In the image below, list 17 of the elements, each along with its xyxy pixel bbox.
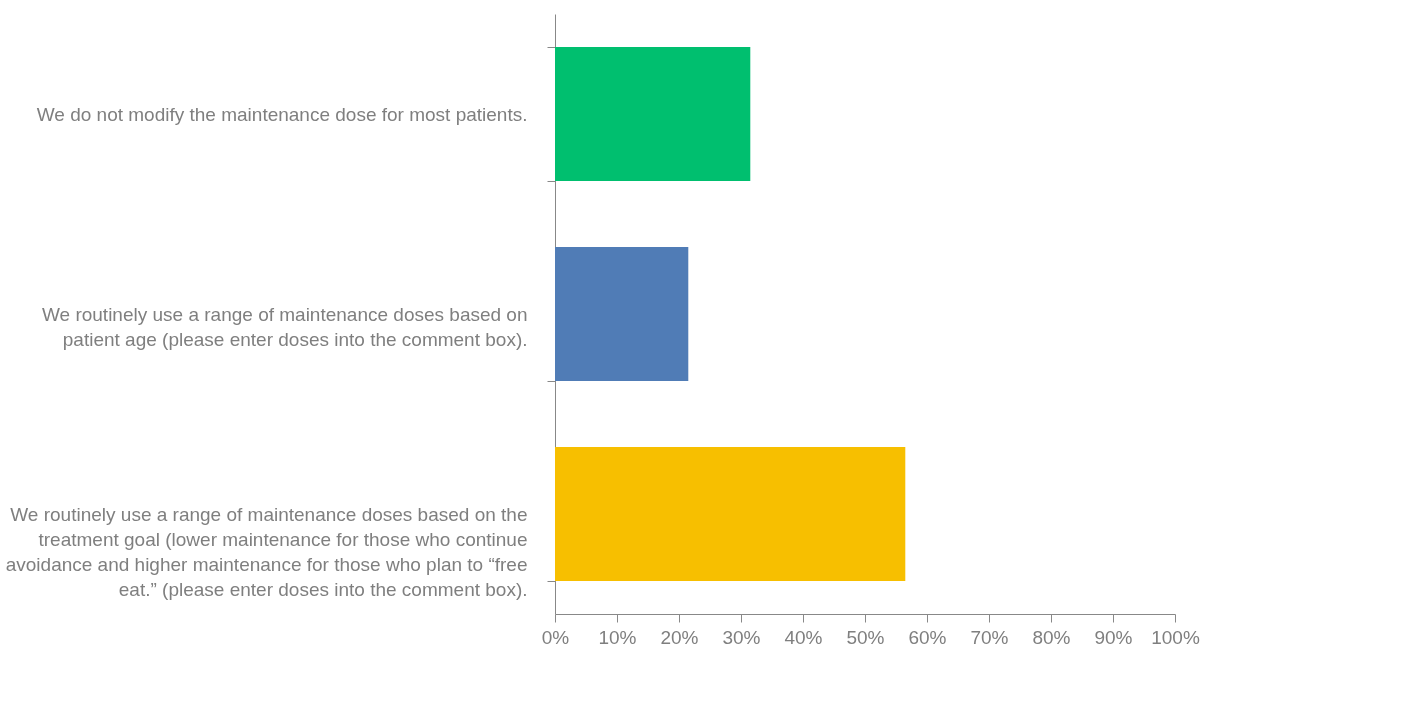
y-tick-label: We routinely use a range of maintenance doses based on patient age (please enter doses into the comment box). [41, 303, 528, 350]
bar [555, 47, 751, 181]
x-tick-label: 30% [722, 626, 761, 648]
x-tick-label: 100% [1151, 626, 1200, 648]
x-tick-label: 40% [784, 626, 823, 648]
x-tick-label: 60% [908, 626, 947, 648]
x-tick-label: 10% [598, 626, 637, 648]
x-tick-label: 50% [846, 626, 885, 648]
x-tick-label: 0% [541, 626, 570, 648]
bar [555, 447, 906, 581]
x-tick-label: 80% [1032, 626, 1071, 648]
y-tick-label: We routinely use a range of maintenance doses based on the treatment goal (lower maintenance for those who continue avoidance and higher maintenance for those who plan to “free eat.” (please enter doses into the comment box). [5, 503, 528, 600]
x-tick-label: 20% [660, 626, 699, 648]
bar [555, 247, 689, 381]
x-tick-label: 90% [1094, 626, 1133, 648]
y-tick-label: We do not modify the maintenance dose for most patients. [36, 103, 528, 125]
x-tick-label: 70% [970, 626, 1009, 648]
